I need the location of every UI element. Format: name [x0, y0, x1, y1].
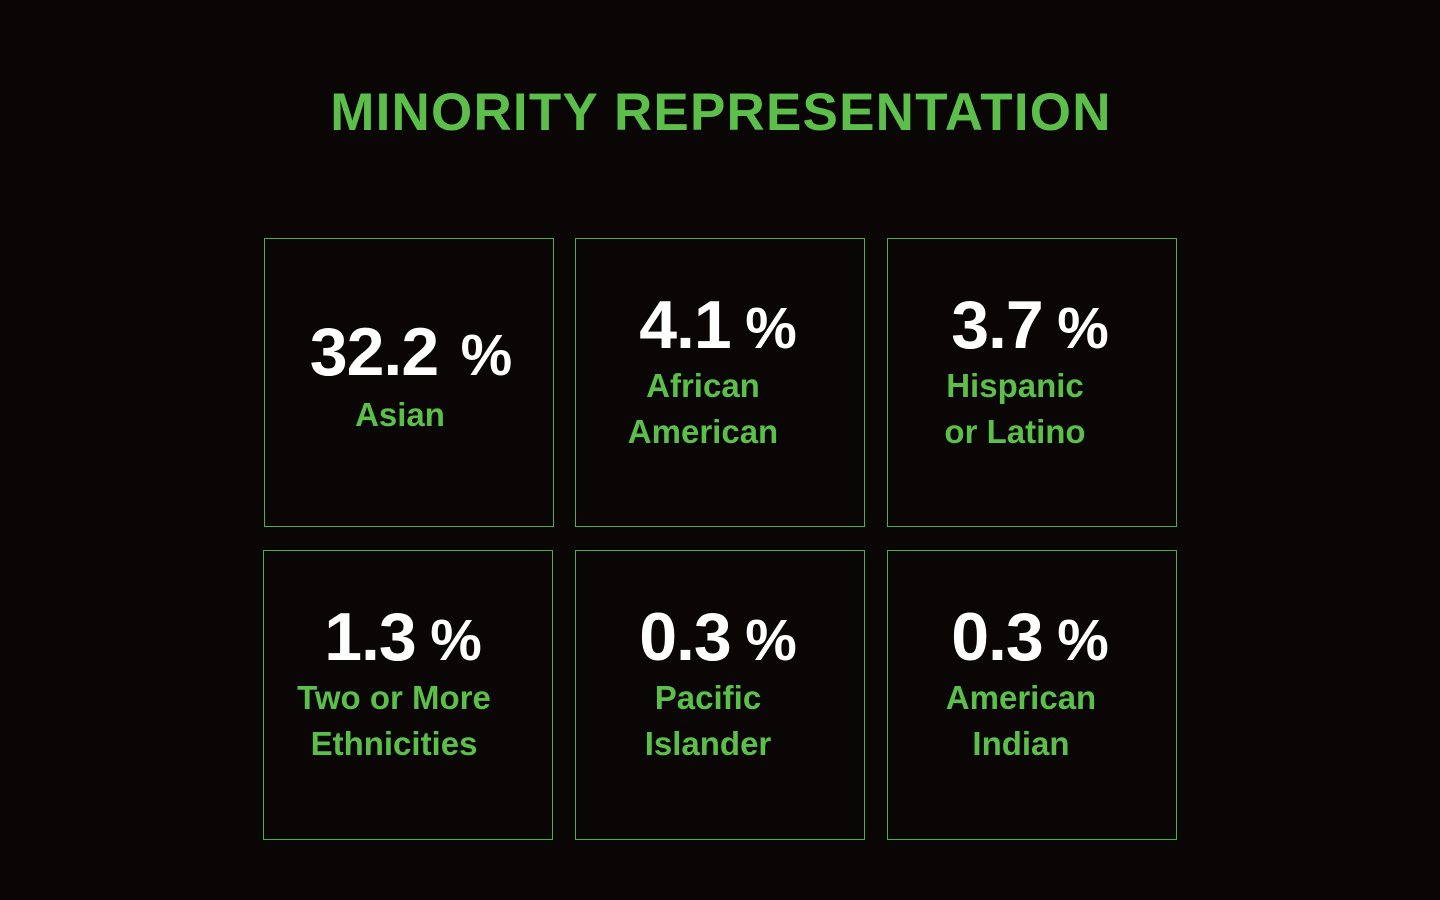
- stat-label: Hispanic or Latino: [944, 363, 1085, 455]
- stat-label-line: Indian: [972, 725, 1070, 762]
- stat-tile-african-american: 4.1 % African American: [575, 238, 865, 527]
- stat-unit: %: [1057, 608, 1109, 673]
- stat-label-line: Ethnicities: [310, 725, 478, 762]
- stat-number: 0.3: [951, 599, 1044, 675]
- stat-tile-asian: 32.2 % Asian: [264, 238, 554, 527]
- stat-label-line: Two or More: [297, 679, 491, 716]
- stat-number: 0.3: [639, 599, 732, 675]
- stat-label: Pacific Islander: [645, 675, 772, 767]
- stat-tile-hispanic-latino: 3.7 % Hispanic or Latino: [887, 238, 1177, 527]
- stat-unit: %: [460, 322, 513, 388]
- stat-label: Asian: [355, 392, 445, 438]
- stat-value: 32.2 %: [310, 318, 512, 386]
- slide-title: MINORITY REPRESENTATION: [330, 83, 1112, 142]
- stat-value: 3.7 %: [951, 291, 1109, 359]
- stat-label-line: Hispanic: [946, 366, 1084, 404]
- stat-label-line: American: [945, 679, 1097, 716]
- stat-value: 0.3 %: [639, 603, 797, 671]
- stat-label-line: Asian: [355, 395, 445, 433]
- stat-value: 0.3 %: [951, 603, 1109, 671]
- stat-number: 3.7: [951, 286, 1044, 363]
- stat-tile-two-or-more: 1.3 % Two or More Ethnicities: [263, 550, 553, 840]
- stat-number: 32.2: [309, 313, 439, 390]
- stat-unit: %: [745, 295, 797, 361]
- stat-label: American Indian: [946, 675, 1096, 767]
- stat-unit: %: [745, 608, 797, 673]
- stat-tile-pacific-islander: 0.3 % Pacific Islander: [575, 550, 865, 840]
- stat-unit: %: [1057, 295, 1109, 361]
- stat-number: 4.1: [639, 286, 732, 363]
- stat-value: 4.1 %: [639, 291, 797, 359]
- stat-tile-american-indian: 0.3 % American Indian: [887, 550, 1177, 840]
- stat-label: Two or More Ethnicities: [297, 675, 491, 767]
- stat-label-line: Islander: [644, 725, 772, 762]
- stat-value: 1.3 %: [324, 603, 482, 671]
- stat-label: African American: [628, 363, 778, 455]
- stat-label-line: American: [627, 412, 779, 450]
- stat-label-line: or Latino: [944, 412, 1086, 450]
- stat-label-line: African: [646, 366, 760, 404]
- stat-number: 1.3: [324, 599, 417, 675]
- stat-unit: %: [430, 608, 482, 673]
- stat-label-line: Pacific: [654, 679, 762, 716]
